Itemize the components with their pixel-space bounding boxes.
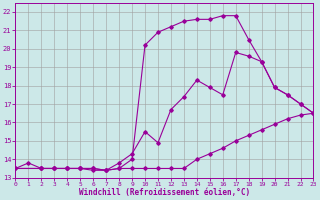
X-axis label: Windchill (Refroidissement éolien,°C): Windchill (Refroidissement éolien,°C) [79, 188, 250, 197]
